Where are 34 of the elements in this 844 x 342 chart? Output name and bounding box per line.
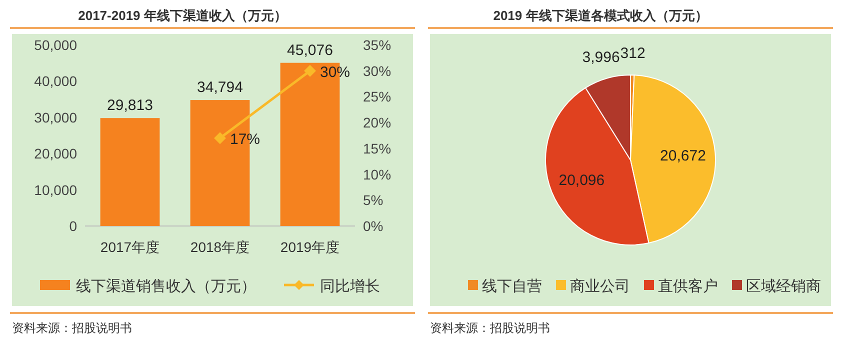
y-tick-label: 20,000 [34,146,78,162]
y2-tick-label: 25% [363,88,392,105]
data-label: 3,996 [582,49,620,66]
legend-label: 线下自营 [482,278,542,295]
y-tick-label: 10,000 [34,182,78,198]
text: 资料来源：招股说明书 [12,321,132,335]
x-tick-label: 2019年度 [280,239,340,255]
y2-tick-label: 20% [363,114,392,131]
data-label: 45,076 [287,42,333,59]
y2-tick-label: 35% [363,37,392,53]
y2-tick-label: 0% [363,218,384,234]
data-label: 29,813 [107,97,153,114]
legend-label: 直供客户 [658,278,718,295]
y-tick-label: 40,000 [34,73,78,90]
legend-label: 区域经销商 [746,278,821,295]
legend-label: 线下渠道销售收入（万元） [76,278,256,295]
x-tick-label: 2018年度 [190,239,250,255]
data-label: 20,096 [558,172,605,189]
x-tick-label: 2017年度 [100,239,160,255]
y2-tick-label: 10% [363,166,392,182]
y-tick-label: 30,000 [34,109,78,126]
chart-title: 2019 年线下渠道各模式收入（万元） [493,8,708,23]
text: 资料来源：招股说明书 [430,321,550,335]
y-tick-label: 0 [69,218,78,234]
legend-label: 同比增长 [320,278,380,295]
y2-tick-label: 30% [363,62,392,79]
data-label: 34,794 [197,79,243,96]
chart-title: 2017-2019 年线下渠道收入（万元） [78,8,287,23]
y2-tick-label: 15% [363,140,392,156]
data-label: 312 [620,45,646,62]
y2-tick-label: 5% [363,192,384,208]
legend-label: 商业公司 [570,278,630,295]
y-tick-label: 50,000 [34,37,78,53]
data-label: 20,672 [660,147,706,164]
